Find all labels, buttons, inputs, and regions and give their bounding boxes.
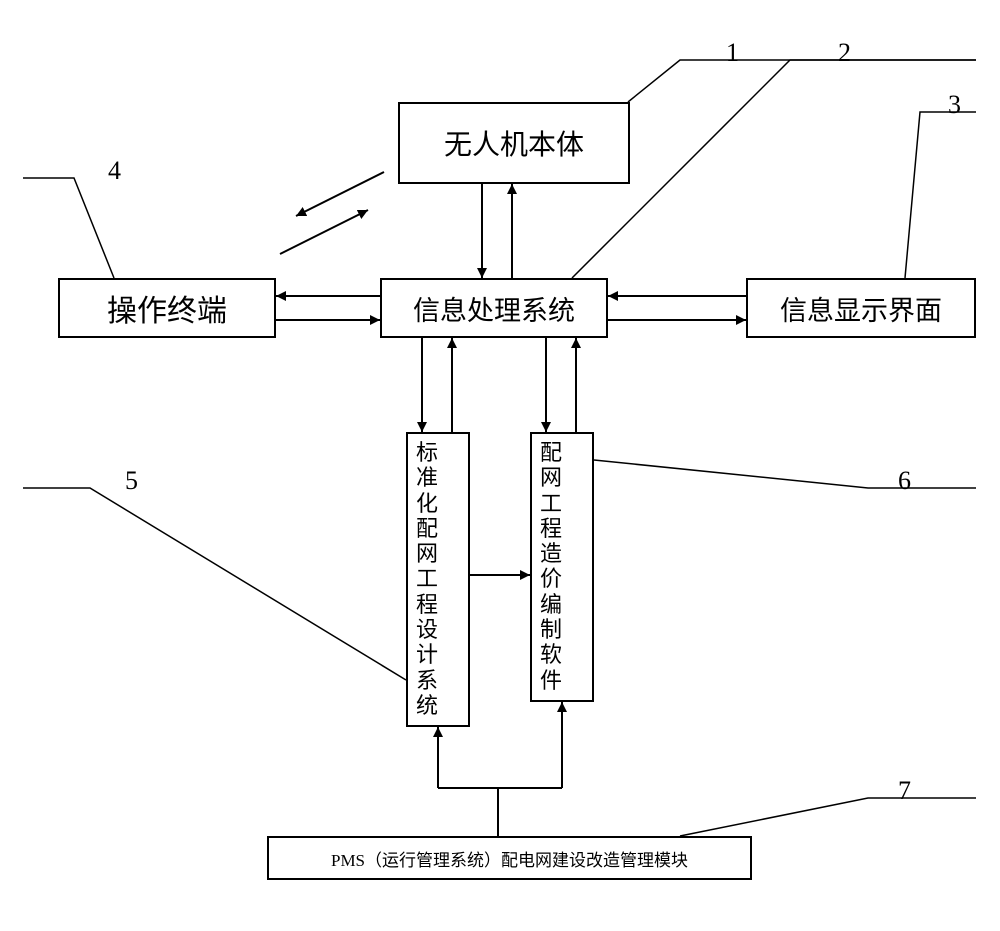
node-drone-body: 无人机本体 (398, 102, 630, 184)
node-label: 操作终端 (107, 286, 227, 330)
node-info-processing-system: 信息处理系统 (380, 278, 608, 338)
node-label: 配网工程造价编制软件 (532, 434, 570, 699)
node-label: 标准化配网工程设计系统 (408, 434, 446, 724)
callout-6: 6 (898, 466, 911, 496)
callout-7: 7 (898, 776, 911, 806)
callout-5: 5 (125, 466, 138, 496)
node-info-display-interface: 信息显示界面 (746, 278, 976, 338)
node-label: 信息处理系统 (413, 289, 575, 328)
callout-1: 1 (726, 38, 739, 68)
node-label: PMS（运行管理系统）配电网建设改造管理模块 (331, 846, 688, 871)
callout-3: 3 (948, 90, 961, 120)
node-cost-software: 配网工程造价编制软件 (530, 432, 594, 702)
callout-4: 4 (108, 156, 121, 186)
callout-2: 2 (838, 38, 851, 68)
node-pms-module: PMS（运行管理系统）配电网建设改造管理模块 (267, 836, 752, 880)
node-label: 无人机本体 (444, 123, 584, 163)
node-standard-design-system: 标准化配网工程设计系统 (406, 432, 470, 727)
node-label: 信息显示界面 (780, 289, 942, 328)
node-operation-terminal: 操作终端 (58, 278, 276, 338)
